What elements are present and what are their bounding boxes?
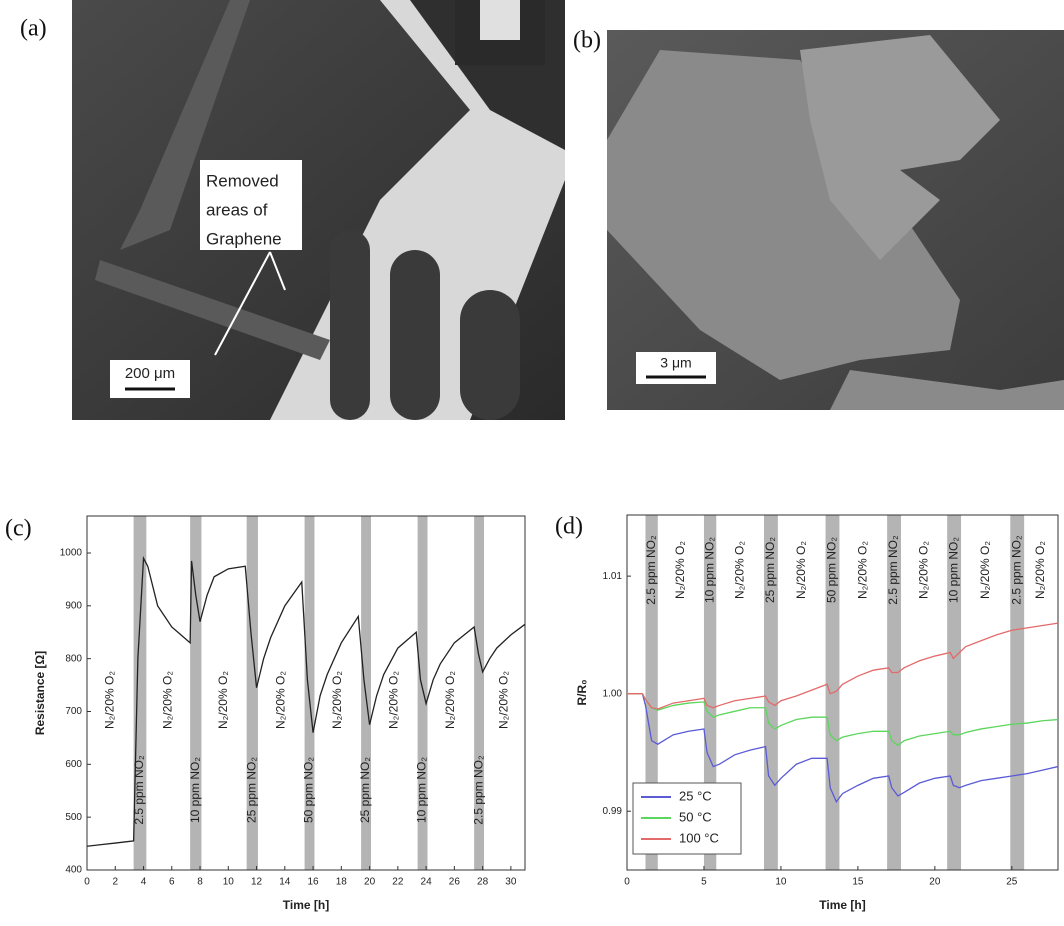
gas-annotation: 10 ppm NO₂ (702, 537, 716, 603)
y-tick-label: 500 (65, 812, 82, 823)
x-tick-label: 22 (392, 877, 404, 888)
gas-annotation: 25 ppm NO₂ (358, 757, 372, 823)
gas-annotation: N₂/20% O₂ (732, 541, 746, 599)
y-tick-label: 1.00 (603, 688, 623, 699)
legend-label: 100 °C (679, 830, 719, 845)
x-tick-label: 8 (197, 877, 203, 888)
gas-annotation: N₂/20% O₂ (1033, 541, 1047, 599)
annotation-line: Graphene (206, 229, 282, 248)
panel-label: (a) (20, 16, 47, 42)
y-axis-label: Resistance [Ω] (33, 651, 47, 735)
scale-bar-label: 200 μm (125, 365, 175, 382)
x-tick-label: 18 (336, 877, 348, 888)
gas-annotation: N₂/20% O₂ (855, 541, 869, 599)
x-tick-label: 26 (449, 877, 461, 888)
gas-annotation: N₂/20% O₂ (443, 671, 457, 729)
x-axis-label: Time [h] (819, 898, 865, 912)
gas-annotation: 50 ppm NO₂ (302, 757, 316, 823)
y-tick-label: 700 (65, 706, 82, 717)
gas-annotation: 2.5 ppm NO₂ (471, 755, 485, 825)
gas-annotation: 25 ppm NO₂ (763, 537, 777, 603)
x-tick-label: 0 (624, 877, 630, 888)
y-tick-label: 800 (65, 653, 82, 664)
x-tick-label: 12 (251, 877, 263, 888)
x-tick-label: 0 (84, 877, 90, 888)
panel-label: (c) (5, 516, 32, 542)
x-tick-label: 10 (223, 877, 235, 888)
micrograph-a: Removed areas of Graphene 200 μm (72, 0, 565, 420)
gas-annotation: N₂/20% O₂ (160, 671, 174, 729)
gas-annotation: 25 ppm NO₂ (244, 757, 258, 823)
x-tick-label: 10 (775, 877, 787, 888)
x-tick-label: 15 (852, 877, 864, 888)
x-tick-label: 28 (477, 877, 489, 888)
x-tick-label: 2 (112, 877, 118, 888)
gas-annotation: N₂/20% O₂ (216, 671, 230, 729)
gas-annotation: 2.5 ppm NO₂ (1009, 535, 1023, 605)
x-tick-label: 25 (1006, 877, 1018, 888)
gas-annotation: 10 ppm NO₂ (415, 757, 429, 823)
gas-annotation: N₂/20% O₂ (978, 541, 992, 599)
gas-annotation: 10 ppm NO₂ (188, 757, 202, 823)
panel-label: (d) (555, 514, 583, 540)
y-tick-label: 1000 (60, 548, 83, 559)
y-tick-label: 0.99 (603, 806, 623, 817)
x-tick-label: 30 (505, 877, 517, 888)
annotation-line: areas of (206, 200, 268, 219)
x-tick-label: 20 (929, 877, 941, 888)
data-line (627, 623, 1058, 709)
gas-annotation: 2.5 ppm NO₂ (886, 535, 900, 605)
gas-annotation: N₂/20% O₂ (102, 671, 116, 729)
gas-annotation: N₂/20% O₂ (497, 671, 511, 729)
y-tick-label: 600 (65, 759, 82, 770)
scale-bar-label: 3 μm (660, 355, 691, 371)
gas-annotation: N₂/20% O₂ (330, 671, 344, 729)
legend-label: 25 °C (679, 788, 712, 803)
gas-annotation: N₂/20% O₂ (386, 671, 400, 729)
gas-annotation: 50 ppm NO₂ (825, 537, 839, 603)
y-tick-label: 1.01 (603, 571, 623, 582)
data-line (627, 694, 1058, 746)
x-tick-label: 24 (421, 877, 433, 888)
gas-annotation: 10 ppm NO₂ (946, 537, 960, 603)
x-tick-label: 5 (701, 877, 707, 888)
x-tick-label: 14 (279, 877, 291, 888)
gas-annotation: N₂/20% O₂ (673, 541, 687, 599)
gas-annotation: N₂/20% O₂ (273, 671, 287, 729)
gas-annotation: 2.5 ppm NO₂ (644, 535, 658, 605)
figure: Removed areas of Graphene 200 μm (a) 3 μ… (0, 0, 1064, 926)
panel-label: (b) (573, 28, 601, 54)
x-axis-label: Time [h] (283, 898, 329, 912)
x-tick-label: 4 (141, 877, 147, 888)
x-tick-label: 16 (308, 877, 320, 888)
gas-annotation: N₂/20% O₂ (794, 541, 808, 599)
y-tick-label: 900 (65, 600, 82, 611)
y-axis-label: R/R₀ (575, 679, 589, 705)
y-tick-label: 400 (65, 865, 82, 876)
x-tick-label: 20 (364, 877, 376, 888)
legend-label: 50 °C (679, 809, 712, 824)
micrograph-b: 3 μm (607, 30, 1064, 410)
x-tick-label: 6 (169, 877, 175, 888)
annotation-line: Removed (206, 171, 279, 190)
gas-annotation: N₂/20% O₂ (916, 541, 930, 599)
